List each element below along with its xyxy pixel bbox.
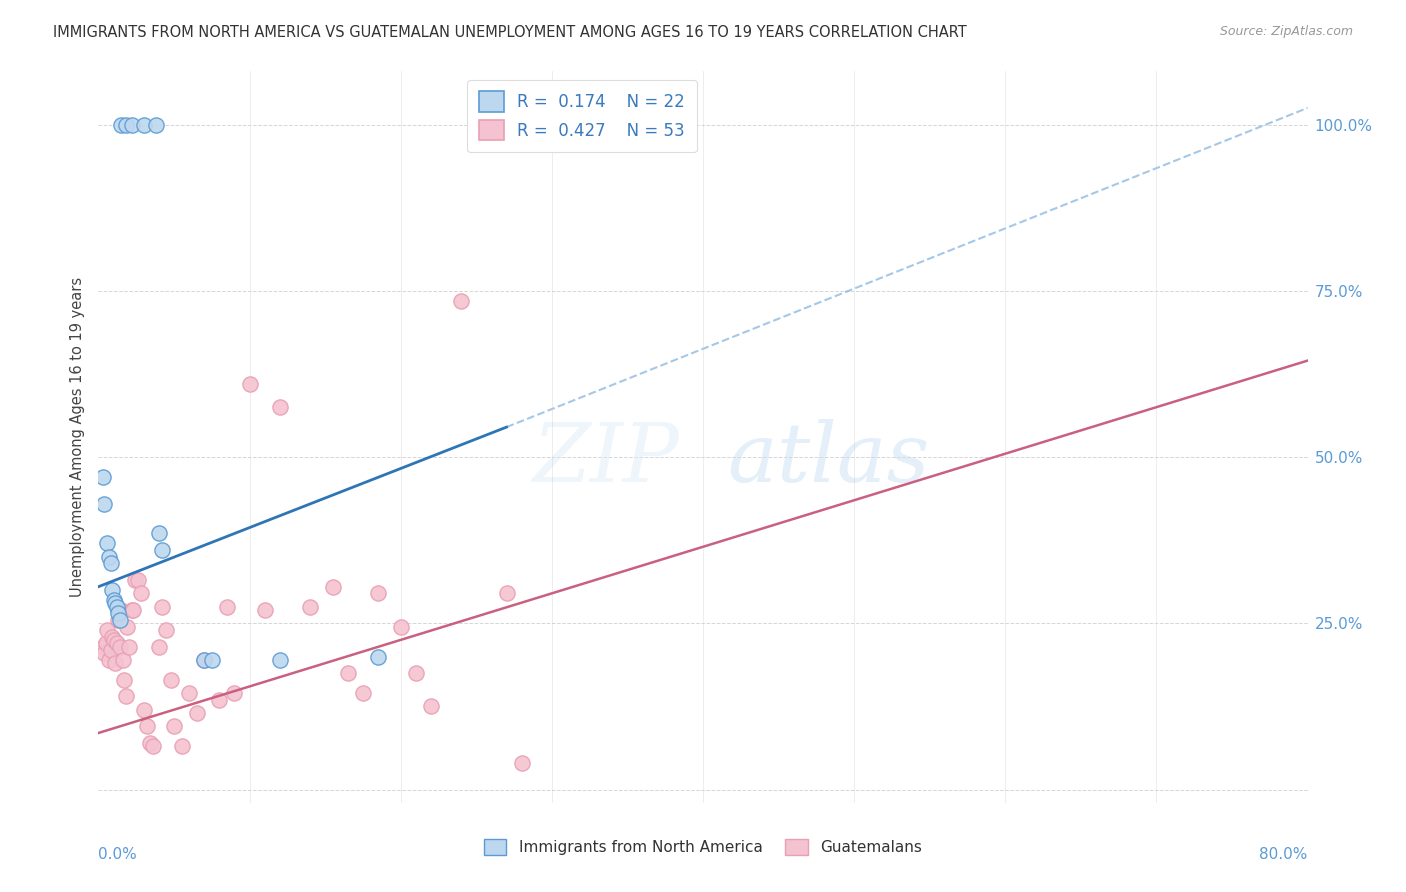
Point [155,623,177,637]
Point [367,649,389,664]
Point [224,686,246,700]
Point [186,706,208,720]
Point [111,653,134,667]
Point [179,686,201,700]
Point [100,643,122,657]
Point [150,599,173,614]
Point [114,118,136,132]
Text: 80.0%: 80.0% [1260,847,1308,862]
Point [193,653,215,667]
Point [132,118,155,132]
Text: IMMIGRANTS FROM NORTH AMERICA VS GUATEMALAN UNEMPLOYMENT AMONG AGES 16 TO 19 YEA: IMMIGRANTS FROM NORTH AMERICA VS GUATEMA… [53,25,967,40]
Point [336,666,359,681]
Point [96,536,118,550]
Text: ZIP: ZIP [531,419,679,499]
Point [299,599,322,614]
Point [145,118,167,132]
Point [129,586,152,600]
Point [367,586,389,600]
Point [253,603,276,617]
Point [193,653,215,667]
Point [142,739,165,754]
Point [405,666,427,681]
Point [352,686,374,700]
Point [108,613,131,627]
Point [160,673,183,687]
Text: 0.0%: 0.0% [98,847,138,862]
Point [322,580,344,594]
Point [148,526,170,541]
Point [91,640,114,654]
Point [269,653,291,667]
Point [150,543,173,558]
Point [450,293,472,308]
Point [105,636,128,650]
Point [98,549,121,564]
Point [135,719,157,733]
Point [495,586,517,600]
Text: Source: ZipAtlas.com: Source: ZipAtlas.com [1219,25,1353,38]
Point [118,640,141,654]
Point [103,593,125,607]
Point [121,118,143,132]
Point [107,613,129,627]
Point [110,118,132,132]
Point [108,640,131,654]
Point [148,640,170,654]
Point [112,673,135,687]
Point [115,619,138,633]
Point [101,630,124,644]
Point [389,619,412,633]
Point [132,703,155,717]
Point [94,636,117,650]
Point [96,623,118,637]
Point [208,692,231,706]
Point [269,400,291,414]
Point [105,599,128,614]
Point [110,603,132,617]
Legend: Immigrants from North America, Guatemalans: Immigrants from North America, Guatemala… [478,833,928,861]
Point [239,376,262,391]
Point [98,653,121,667]
Point [101,582,124,597]
Point [107,607,129,621]
Point [215,599,238,614]
Point [170,739,193,754]
Y-axis label: Unemployment Among Ages 16 to 19 years: Unemployment Among Ages 16 to 19 years [70,277,86,597]
Point [103,632,125,647]
Point [201,653,224,667]
Point [114,690,136,704]
Point [93,646,115,660]
Point [121,603,143,617]
Point [124,573,146,587]
Point [122,603,145,617]
Point [93,497,115,511]
Text: atlas: atlas [727,419,929,499]
Point [163,719,186,733]
Point [127,573,149,587]
Point [91,470,114,484]
Point [510,756,533,770]
Point [100,557,122,571]
Point [104,596,127,610]
Point [420,699,443,714]
Point [104,656,127,670]
Point [139,736,162,750]
